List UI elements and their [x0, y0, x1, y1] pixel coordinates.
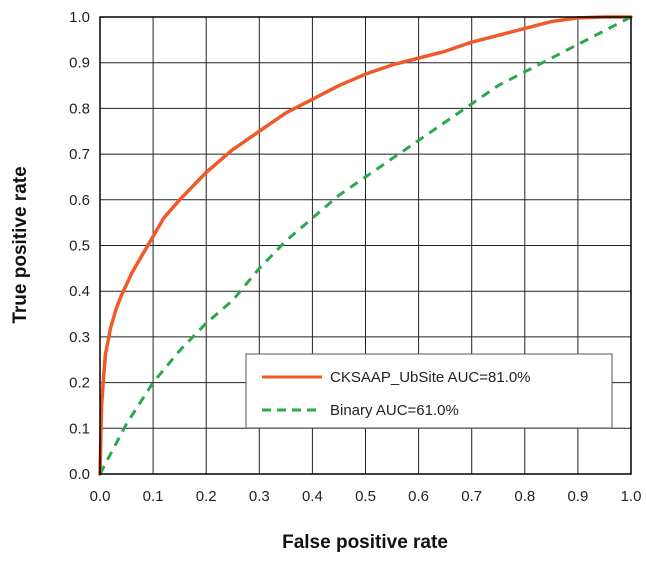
series-line-cksaap-ubsite [98, 15, 633, 476]
x-tick-label: 0.4 [302, 488, 323, 505]
tick-labels: 0.0 0.1 0.2 0.3 0.4 0.5 0.6 0.7 0.8 0.9 1.0 0.0 0.1 0… [69, 9, 641, 505]
y-tick-label: 0.0 [69, 466, 90, 483]
x-tick-label: 0.9 [567, 488, 588, 505]
y-tick-label: 0.4 [69, 283, 90, 300]
y-tick-label: 0.8 [69, 100, 90, 117]
legend-label-cksaap: CKSAAP_UbSite AUC=81.0% [330, 369, 531, 386]
x-tick-label: 0.7 [461, 488, 482, 505]
y-tick-label: 0.3 [69, 329, 90, 346]
y-tick-label: 0.6 [69, 192, 90, 209]
x-tick-label: 0.8 [514, 488, 535, 505]
y-tick-label: 0.1 [69, 420, 90, 437]
y-tick-label: 0.5 [69, 238, 90, 255]
legend-label-binary: Binary AUC=61.0% [330, 402, 459, 419]
y-tick-label: 1.0 [69, 9, 90, 26]
legend: CKSAAP_UbSite AUC=81.0% Binary AUC=61.0% [245, 353, 613, 429]
x-tick-label: 0.5 [355, 488, 376, 505]
x-tick-label: 0.2 [196, 488, 217, 505]
y-tick-label: 0.9 [69, 55, 90, 72]
y-tick-label: 0.2 [69, 375, 90, 392]
x-tick-label: 0.6 [408, 488, 429, 505]
y-axis-title: True positive rate [10, 166, 31, 323]
x-tick-label: 0.1 [143, 488, 164, 505]
series-layer [98, 15, 633, 476]
x-tick-label: 0.0 [90, 488, 111, 505]
series-line-binary [98, 15, 632, 475]
y-tick-label: 0.7 [69, 146, 90, 163]
x-tick-label: 1.0 [621, 488, 642, 505]
x-tick-label: 0.3 [249, 488, 270, 505]
x-axis-title: False positive rate [282, 532, 448, 553]
plot-frame [99, 16, 632, 475]
legend-box [245, 353, 613, 429]
